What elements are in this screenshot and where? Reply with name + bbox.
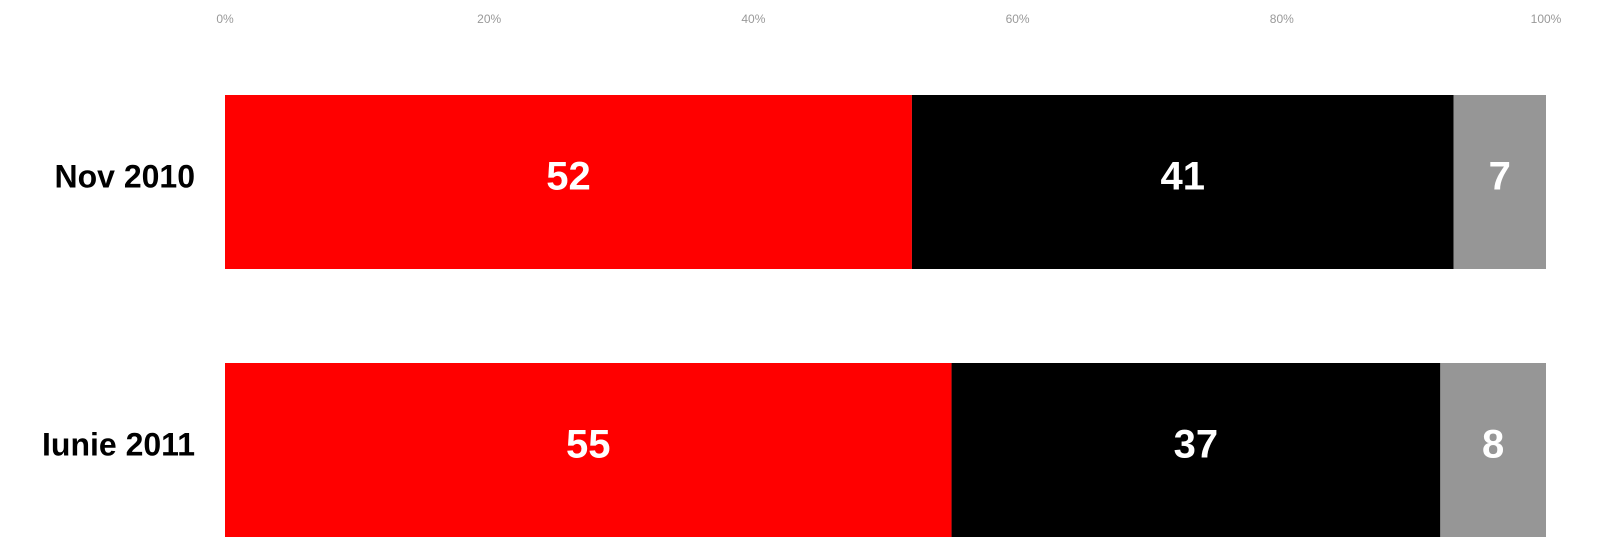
value-label: 55 bbox=[566, 423, 611, 467]
x-tick-label: 20% bbox=[477, 12, 501, 26]
value-label: 41 bbox=[1160, 155, 1205, 199]
bar-segment bbox=[1453, 95, 1546, 269]
x-tick-label: 0% bbox=[216, 12, 234, 26]
x-tick-label: 40% bbox=[741, 12, 765, 26]
value-label: 8 bbox=[1482, 423, 1504, 467]
category-label: Iunie 2011 bbox=[42, 426, 195, 462]
bar-segment bbox=[951, 363, 1441, 537]
category-label: Nov 2010 bbox=[54, 158, 195, 194]
bar-segment bbox=[225, 95, 912, 269]
bar-segment bbox=[1440, 363, 1546, 537]
bar-segment bbox=[911, 95, 1454, 269]
value-label: 7 bbox=[1489, 155, 1511, 199]
value-label: 52 bbox=[546, 155, 591, 199]
x-tick-label: 80% bbox=[1270, 12, 1294, 26]
bar-segment bbox=[225, 363, 952, 537]
x-tick-label: 100% bbox=[1531, 12, 1562, 26]
x-tick-label: 60% bbox=[1006, 12, 1030, 26]
value-label: 37 bbox=[1174, 423, 1219, 467]
